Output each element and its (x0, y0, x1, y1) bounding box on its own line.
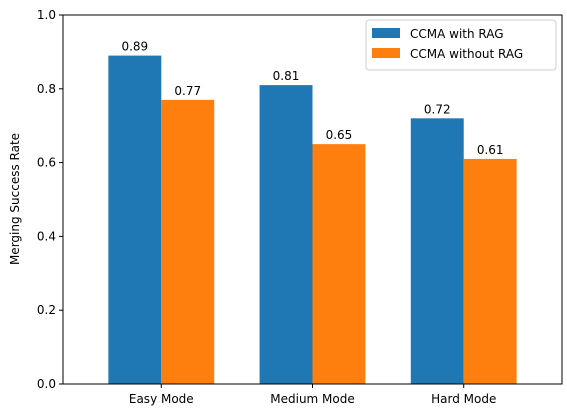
y-tick-label: 0.6 (37, 156, 56, 170)
bar-ccma-with-rag-medium-mode (259, 85, 313, 385)
bar-ccma-without-rag-medium-mode (312, 144, 366, 384)
y-tick-label: 1.0 (37, 8, 56, 22)
bar-ccma-with-rag-hard-mode (410, 118, 464, 384)
y-axis-label: Merging Success Rate (8, 133, 22, 265)
value-label-ccma-without-rag-hard-mode: 0.61 (477, 143, 504, 157)
value-label-ccma-with-rag-easy-mode: 0.89 (121, 40, 148, 54)
legend-box (365, 19, 557, 71)
x-tick-label: Medium Mode (270, 392, 355, 406)
value-label-ccma-with-rag-hard-mode: 0.72 (424, 102, 451, 116)
x-tick-label: Easy Mode (129, 392, 194, 406)
value-label-ccma-without-rag-medium-mode: 0.65 (326, 128, 353, 142)
value-labels-layer: 0.89 0.77 0.81 0.65 0.72 0.61 (121, 40, 503, 157)
legend-label-ccma-without-rag: CCMA without RAG (410, 47, 523, 61)
value-label-ccma-with-rag-medium-mode: 0.81 (273, 69, 300, 83)
bars-layer (108, 55, 517, 385)
bar-ccma-without-rag-easy-mode (161, 99, 215, 385)
y-tick-label: 0.2 (37, 303, 56, 317)
legend-swatch-ccma-with-rag (372, 28, 400, 38)
value-label-ccma-without-rag-easy-mode: 0.77 (174, 84, 201, 98)
bar-ccma-with-rag-easy-mode (108, 55, 162, 385)
legend-label-ccma-with-rag: CCMA with RAG (410, 27, 504, 41)
y-tick-label: 0.4 (37, 229, 56, 243)
legend-swatch-ccma-without-rag (372, 48, 400, 58)
x-axis: Easy Mode Medium Mode Hard Mode (129, 384, 496, 406)
y-tick-label: 0.0 (37, 377, 56, 391)
bar-ccma-without-rag-hard-mode (463, 158, 517, 384)
legend: CCMA with RAG CCMA without RAG (365, 19, 557, 71)
y-axis: 0.0 0.2 0.4 0.6 0.8 1.0 (37, 8, 63, 391)
x-tick-label: Hard Mode (431, 392, 496, 406)
y-tick-label: 0.8 (37, 82, 56, 96)
